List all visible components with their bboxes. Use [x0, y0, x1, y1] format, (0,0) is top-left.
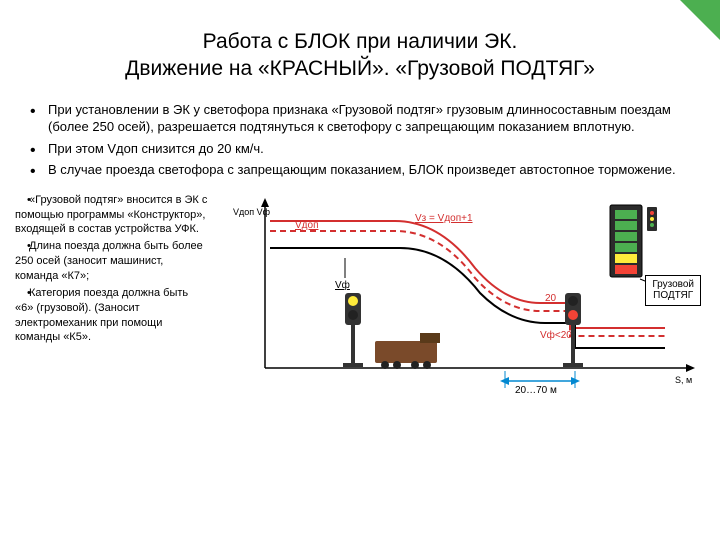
title-line1: Работа с БЛОК при наличии ЭК. [20, 28, 700, 55]
x-label: S, м [675, 375, 692, 385]
curve-vdop [270, 231, 665, 336]
title-line2: Движение на «КРАСНЫЙ». «Грузовой ПОДТЯГ» [20, 55, 700, 82]
box-label-text: Грузовой ПОДТЯГ [652, 279, 694, 302]
blok-device [610, 205, 642, 277]
curve-vf [270, 248, 665, 348]
diagram-area: Vдоп Vф S, м Vдоп Vз = Vдоп+1 Vф 20 Vф<2… [215, 193, 705, 403]
corner-fold [680, 0, 720, 40]
label-vf20: Vф<20 [540, 329, 572, 341]
label-vf: Vф [335, 279, 350, 291]
curve-vz [270, 221, 665, 328]
lower-section: «Грузовой подтяг» вносится в ЭК с помощь… [0, 193, 720, 403]
y-label-top: Vдоп Vф [233, 207, 271, 217]
bullet-item: В случае проезда светофора с запрещающим… [48, 161, 690, 179]
chart-svg: Vдоп Vф S, м Vдоп Vз = Vдоп+1 Vф 20 Vф<2… [215, 193, 705, 403]
label-20: 20 [545, 293, 557, 304]
note-item: Категория поезда должна быть «6» (грузов… [15, 286, 209, 345]
signal-yellow [343, 293, 363, 367]
x-axis-arrow [686, 364, 695, 372]
bullet-item: При установлении в ЭК у светофора призна… [48, 101, 690, 136]
label-vdop: Vдоп [295, 220, 318, 231]
distance-label: 20…70 м [515, 385, 557, 396]
train-icon [375, 333, 440, 369]
bullet-item: При этом Vдоп снизится до 20 км/ч. [48, 140, 690, 158]
box-label: Грузовой ПОДТЯГ [645, 275, 701, 306]
note-item: Длина поезда должна быть более 250 осей … [15, 239, 209, 284]
header: Работа с БЛОК при наличии ЭК. Движение н… [0, 0, 720, 101]
main-bullets: При установлении в ЭК у светофора призна… [0, 101, 720, 193]
note-item: «Грузовой подтяг» вносится в ЭК с помощь… [15, 193, 209, 238]
label-vz: Vз = Vдоп+1 [415, 213, 473, 224]
notes-column: «Грузовой подтяг» вносится в ЭК с помощь… [15, 193, 215, 403]
blok-mini [647, 207, 657, 231]
y-axis-arrow [261, 198, 269, 207]
